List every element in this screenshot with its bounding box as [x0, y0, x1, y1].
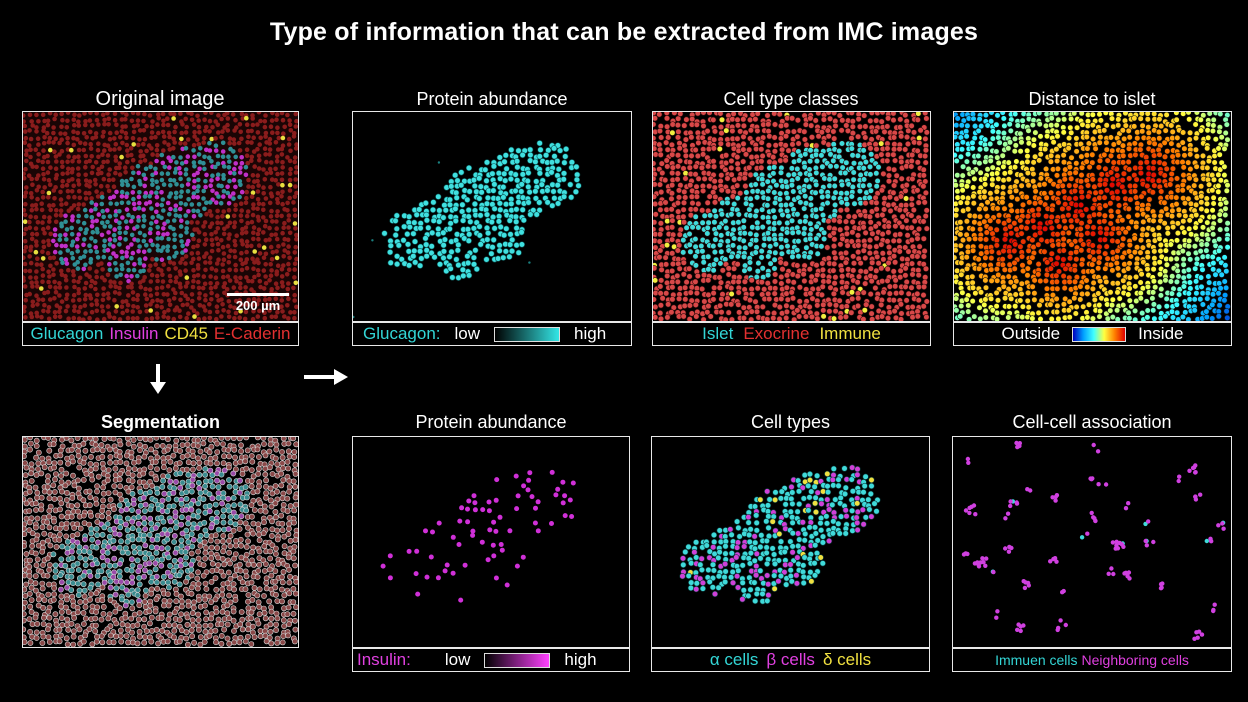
legend-high-insulin: high: [564, 650, 597, 669]
cell-cell-legend: Immuen cells Neighboring cells: [952, 648, 1232, 672]
cell-dots: [380, 469, 576, 603]
legend-exocrine: Exocrine: [743, 324, 810, 343]
cell-type-classes-title: Cell type classes: [723, 89, 859, 109]
distance-gradient-bar: [1072, 326, 1127, 342]
legend-insulin: Insulin: [109, 324, 159, 343]
protein-abundance-insulin-panel: [352, 436, 630, 648]
insulin-abundance-map: [353, 437, 629, 647]
segmentation-panel: [22, 436, 299, 648]
legend-alpha-cells: α cells: [709, 650, 759, 669]
segmentation-image: [23, 437, 298, 647]
cell-cell-association-panel: [952, 436, 1232, 648]
legend-low-insulin: low: [444, 650, 471, 669]
legend-islet: Islet: [702, 324, 734, 343]
cell-dots: [353, 140, 582, 319]
legend-inside: Inside: [1138, 324, 1184, 343]
cell-types-title: Cell types: [750, 412, 831, 432]
cell-types-map: [652, 437, 929, 647]
legend-immune-cells: Immuen cells: [995, 652, 1078, 668]
protein-abundance-glucagon-panel: [352, 111, 632, 322]
cell-dots: [23, 437, 298, 647]
cell-type-classes-legend: Islet Exocrine Immune: [652, 322, 931, 346]
distance-to-islet-panel: [953, 111, 1232, 322]
original-image-title: Original image: [95, 88, 225, 110]
glucagon-gradient-bar: [494, 326, 561, 342]
legend-e-caderin: E-Caderin: [213, 324, 291, 343]
distance-to-islet-title: Distance to islet: [1028, 89, 1156, 109]
cell-dots: [679, 464, 881, 605]
segmentation-title: Segmentation: [100, 412, 220, 432]
legend-delta-cells: δ cells: [822, 650, 872, 669]
cell-dots: [653, 112, 930, 321]
legend-beta-cells: β cells: [766, 650, 815, 669]
glucagon-abundance-map: [353, 112, 631, 321]
cell-types-legend: α cells β cells δ cells: [651, 648, 930, 672]
legend-marker-insulin: Insulin:: [357, 650, 411, 669]
cell-type-classes-map: [653, 112, 930, 321]
cell-clusters: [961, 440, 1226, 641]
figure-title: Type of information that can be extracte…: [269, 18, 979, 46]
right-arrow-icon: [304, 369, 348, 385]
cell-dots: [954, 112, 1231, 321]
cell-dots: [23, 112, 298, 321]
original-image-legend: Glucagon Insulin CD45 E-Caderin: [22, 322, 299, 346]
protein-abundance-insulin-title: Protein abundance: [415, 412, 567, 432]
insulin-legend: Insulin: low high: [352, 648, 630, 672]
legend-marker-glucagon: Glucagon:: [363, 324, 441, 343]
cell-cell-association-title: Cell-cell association: [1012, 412, 1172, 432]
legend-low: low: [454, 324, 481, 343]
cell-type-classes-panel: [652, 111, 931, 322]
down-arrow-icon: [150, 364, 166, 394]
cell-cell-association-map: [953, 437, 1231, 647]
protein-abundance-glucagon-title: Protein abundance: [416, 89, 568, 109]
original-image-panel: 200 µm: [22, 111, 299, 322]
distance-to-islet-map: [954, 112, 1231, 321]
legend-cd45: CD45: [164, 324, 208, 343]
scale-bar: [227, 293, 289, 296]
legend-glucagon: Glucagon: [30, 324, 104, 343]
original-image: [23, 112, 298, 321]
legend-outside: Outside: [1001, 324, 1061, 343]
legend-immune: Immune: [819, 324, 881, 343]
cell-types-panel: [651, 436, 930, 648]
distance-legend: Outside Inside: [953, 322, 1232, 346]
legend-neighboring-cells: Neighboring cells: [1081, 652, 1189, 668]
legend-high: high: [574, 324, 607, 343]
insulin-gradient-bar: [484, 652, 551, 668]
scale-bar-label: 200 µm: [235, 298, 281, 313]
glucagon-legend: Glucagon: low high: [352, 322, 632, 346]
